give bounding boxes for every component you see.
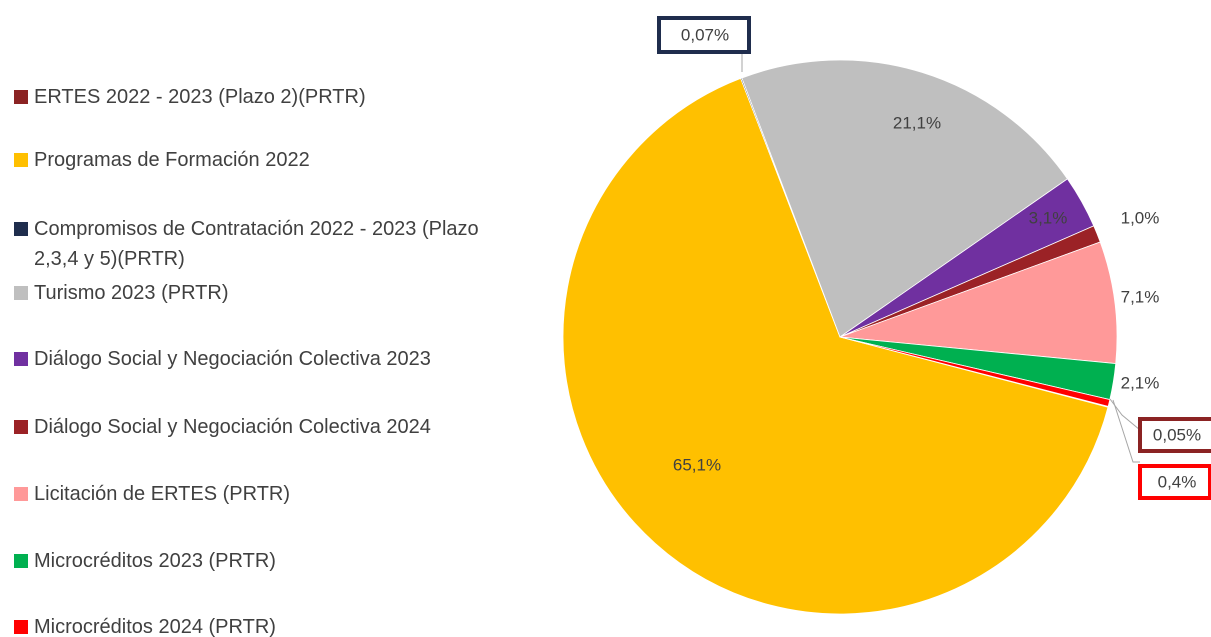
pie-slice — [562, 77, 1109, 615]
legend-item: Compromisos de Contratación 2022 - 2023 … — [14, 214, 504, 274]
legend-swatch — [14, 153, 28, 167]
legend-swatch — [14, 352, 28, 366]
legend-item: ERTES 2022 - 2023 (Plazo 2)(PRTR) — [14, 82, 504, 112]
legend-swatch — [14, 420, 28, 434]
legend-swatch — [14, 286, 28, 300]
legend-label: ERTES 2022 - 2023 (Plazo 2)(PRTR) — [34, 86, 366, 108]
label-box — [1138, 417, 1211, 453]
data-label: 1,0% — [1121, 208, 1160, 227]
legend-item: Licitación de ERTES (PRTR) — [14, 479, 504, 509]
legend-swatch — [14, 90, 28, 104]
legend-swatch — [14, 554, 28, 568]
legend-item: Turismo 2023 (PRTR) — [14, 278, 504, 308]
legend-item: Programas de Formación 2022 — [14, 145, 504, 175]
label-box — [1138, 464, 1211, 500]
pie-slice — [741, 59, 1068, 338]
legend-swatch — [14, 620, 28, 634]
pie-slice — [839, 241, 1118, 364]
legend-label: Compromisos de Contratación 2022 - 2023 … — [34, 218, 479, 270]
data-label: 21,1% — [893, 113, 941, 132]
label-box — [657, 16, 751, 54]
data-label: 0,4% — [1158, 472, 1197, 491]
legend-item: Diálogo Social y Negociación Colectiva 2… — [14, 412, 504, 442]
legend-label: Diálogo Social y Negociación Colectiva 2… — [34, 348, 431, 370]
legend-label: Microcréditos 2024 (PRTR) — [34, 616, 276, 637]
legend-item: Microcréditos 2023 (PRTR) — [14, 546, 504, 576]
leader-line — [1112, 399, 1140, 463]
data-label: 0,05% — [1153, 425, 1201, 444]
legend-label: Turismo 2023 (PRTR) — [34, 282, 229, 304]
data-label: 3,1% — [1029, 208, 1068, 227]
legend-label: Diálogo Social y Negociación Colectiva 2… — [34, 416, 431, 438]
legend-label: Microcréditos 2023 (PRTR) — [34, 550, 276, 572]
legend-item: Diálogo Social y Negociación Colectiva 2… — [14, 344, 504, 374]
legend-swatch — [14, 222, 28, 236]
legend-label: Licitación de ERTES (PRTR) — [34, 483, 291, 505]
data-label: 7,1% — [1121, 287, 1160, 306]
data-label: 65,1% — [673, 455, 721, 474]
data-label: 0,07% — [681, 25, 729, 44]
legend-label: Programas de Formación 2022 — [34, 149, 310, 171]
data-label: 2,1% — [1121, 373, 1160, 392]
legend-swatch — [14, 487, 28, 501]
legend-item: Microcréditos 2024 (PRTR) — [14, 612, 504, 637]
